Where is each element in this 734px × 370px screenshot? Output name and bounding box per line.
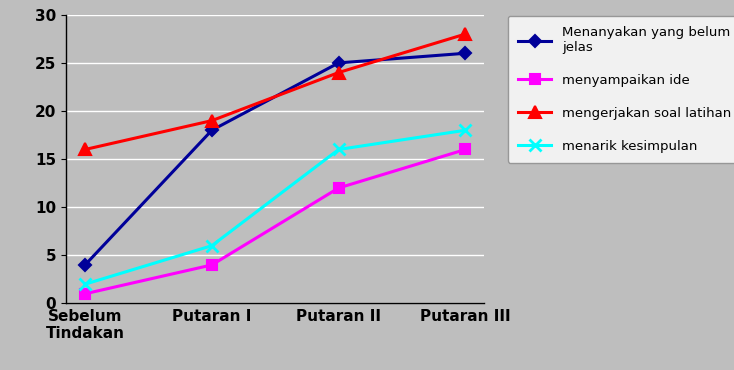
menyampaikan ide	[334, 186, 343, 190]
menyampaikan ide	[208, 263, 217, 267]
menyampaikan ide	[81, 292, 90, 296]
menyampaikan ide	[461, 147, 470, 152]
Line: menarik kesimpulan: menarik kesimpulan	[79, 124, 472, 290]
mengerjakan soal latihan	[334, 70, 343, 75]
Line: menyampaikan ide: menyampaikan ide	[80, 145, 470, 299]
Menanyakan yang belum
jelas	[461, 51, 470, 55]
menarik kesimpulan	[208, 243, 217, 248]
mengerjakan soal latihan	[461, 32, 470, 36]
menarik kesimpulan	[81, 282, 90, 286]
Legend: Menanyakan yang belum
jelas, menyampaikan ide, mengerjakan soal latihan, menarik: Menanyakan yang belum jelas, menyampaika…	[508, 16, 734, 163]
Line: Menanyakan yang belum
jelas: Menanyakan yang belum jelas	[81, 49, 470, 269]
Menanyakan yang belum
jelas	[334, 61, 343, 65]
Line: mengerjakan soal latihan: mengerjakan soal latihan	[79, 28, 471, 155]
Menanyakan yang belum
jelas	[81, 263, 90, 267]
mengerjakan soal latihan	[81, 147, 90, 152]
Menanyakan yang belum
jelas	[208, 128, 217, 132]
menarik kesimpulan	[461, 128, 470, 132]
mengerjakan soal latihan	[208, 118, 217, 123]
menarik kesimpulan	[334, 147, 343, 152]
